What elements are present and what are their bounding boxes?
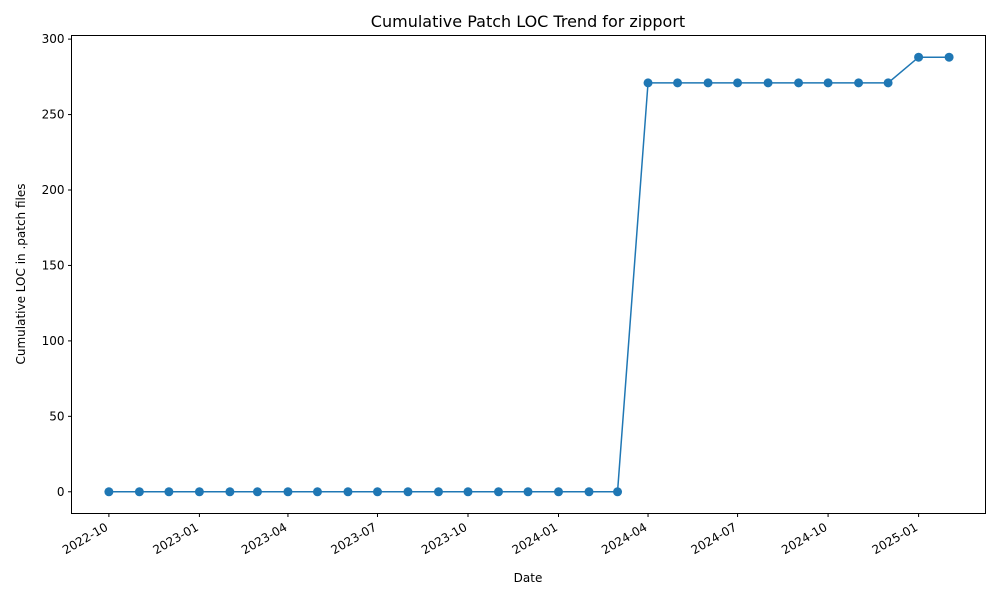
x-tick-label: 2023-07 [329,520,379,557]
y-tick-label: 100 [42,334,65,348]
x-tick-label: 2022-10 [60,520,110,557]
data-point [944,52,954,62]
data-point [914,52,924,62]
data-point [194,487,204,497]
x-tick-label: 2024-07 [689,520,739,557]
data-point [164,487,174,497]
x-tick-label: 2024-04 [599,520,649,557]
y-tick-label: 250 [42,108,65,122]
data-point [584,487,594,497]
data-point [104,487,114,497]
y-tick-label: 200 [42,183,65,197]
data-point [134,487,144,497]
y-tick-label: 50 [49,409,64,423]
data-point [523,487,533,497]
y-axis-label: Cumulative LOC in .patch files [14,184,28,365]
chart-title: Cumulative Patch LOC Trend for zipport [371,12,685,31]
data-point [854,78,864,88]
data-point [643,78,653,88]
data-point [252,487,262,497]
y-axis: 0 50 100 150 200 250 300 [42,32,72,499]
data-point [493,487,503,497]
plot-area [71,35,986,514]
x-tick-label: 2023-10 [419,520,469,557]
data-point [703,78,713,88]
x-tick-label: 2025-01 [870,520,920,557]
data-point [673,78,683,88]
data-point [463,487,473,497]
y-tick-label: 150 [42,258,65,272]
x-axis-label: Date [514,571,543,585]
data-point [372,487,382,497]
x-tick-label: 2023-01 [150,520,200,557]
data-point [794,78,804,88]
series-polyline [108,56,950,493]
data-point [883,78,893,88]
data-point [283,487,293,497]
data-point [763,78,773,88]
x-tick-label: 2024-10 [779,520,829,557]
data-point [312,487,322,497]
series-line [104,52,954,497]
data-point [554,487,564,497]
data-point [433,487,443,497]
data-point [403,487,413,497]
x-tick-label: 2023-04 [239,520,289,557]
x-axis: 2022-10 2023-01 2023-04 2023-07 2023-10 2024-… [60,513,920,557]
data-point [613,487,623,497]
data-point [343,487,353,497]
data-point [733,78,743,88]
x-tick-label: 2024-01 [510,520,560,557]
data-point [225,487,235,497]
data-point [823,78,833,88]
y-tick-label: 0 [57,485,65,499]
y-tick-label: 300 [42,32,65,46]
